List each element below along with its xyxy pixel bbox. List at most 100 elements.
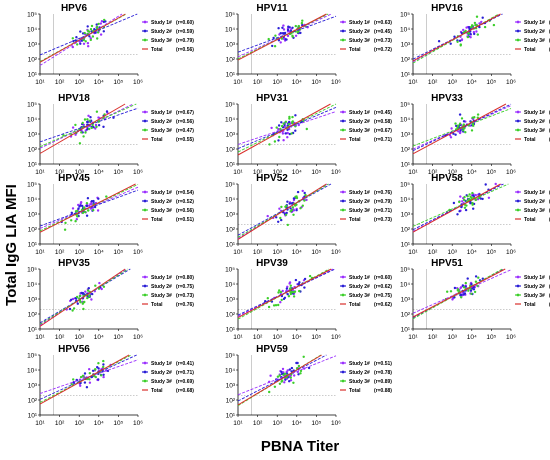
scatter-point bbox=[95, 110, 99, 113]
scatter-point bbox=[462, 198, 466, 202]
scatter-point bbox=[467, 289, 470, 292]
scatter-point bbox=[278, 382, 282, 385]
legend-r-value: (r=0.56) bbox=[176, 47, 194, 53]
scatter-point bbox=[453, 286, 457, 290]
scatter-point bbox=[288, 120, 291, 124]
y-tick-label: 10¹ bbox=[401, 326, 411, 333]
scatter-point bbox=[463, 206, 467, 209]
scatter-point bbox=[290, 208, 294, 212]
scatter-point bbox=[298, 281, 301, 284]
scatter-point bbox=[456, 126, 459, 130]
scatter-point bbox=[289, 207, 292, 210]
legend-marker bbox=[341, 199, 345, 203]
legend-marker bbox=[341, 275, 345, 279]
y-tick-label: 10⁵ bbox=[400, 266, 410, 273]
scatter-point bbox=[79, 301, 82, 304]
scatter-point bbox=[295, 203, 298, 206]
scatter-point bbox=[75, 378, 79, 382]
y-tick-label: 10¹ bbox=[28, 241, 38, 248]
scatter-point bbox=[277, 27, 280, 30]
legend-marker bbox=[341, 370, 345, 374]
scatter-point bbox=[289, 292, 292, 296]
legend-label: Total bbox=[524, 47, 536, 53]
scatter-point bbox=[279, 301, 282, 304]
scatter-point bbox=[280, 37, 284, 40]
y-tick-label: 10⁴ bbox=[27, 281, 37, 288]
scatter-point bbox=[462, 28, 465, 32]
scatter-point bbox=[277, 303, 280, 307]
regression-line bbox=[412, 183, 501, 233]
y-tick-label: 10² bbox=[226, 146, 236, 153]
scatter-point bbox=[99, 33, 103, 36]
scatter-point bbox=[283, 372, 287, 375]
scatter-point bbox=[454, 122, 457, 125]
scatter-point bbox=[74, 133, 77, 136]
panel-hpv51: HPV51 10¹ 10² 10³ 10⁴ 10⁵ 10⁶ 10¹ 10² 10³ 10⁴ 10⁵ St… bbox=[400, 258, 550, 341]
scatter-point bbox=[453, 35, 456, 38]
scatter-point bbox=[446, 290, 449, 293]
scatter-point bbox=[455, 124, 458, 128]
scatter-point bbox=[460, 117, 464, 120]
scatter-point bbox=[469, 289, 473, 292]
scatter-point bbox=[80, 131, 83, 134]
legend-label: Study 3# bbox=[151, 128, 172, 134]
scatter-point bbox=[269, 374, 272, 377]
scatter-point bbox=[453, 296, 456, 299]
scatter-point bbox=[286, 34, 290, 38]
scatter-point bbox=[78, 142, 82, 145]
y-tick-label: 10¹ bbox=[401, 71, 411, 78]
scatter-point bbox=[297, 364, 301, 368]
scatter-point bbox=[84, 210, 87, 214]
y-tick-label: 10² bbox=[28, 56, 38, 63]
scatter-point bbox=[264, 300, 267, 303]
scatter-point bbox=[275, 216, 278, 219]
x-tick-label: 10⁶ bbox=[506, 169, 516, 176]
x-tick-label: 10⁴ bbox=[292, 79, 302, 86]
legend-label: Total bbox=[524, 302, 536, 308]
scatter-point bbox=[474, 280, 478, 283]
legend-marker bbox=[341, 361, 345, 365]
scatter-point bbox=[462, 129, 465, 132]
y-tick-label: 10⁵ bbox=[400, 181, 410, 188]
scatter-point bbox=[87, 209, 90, 212]
legend-label: Study 2# bbox=[349, 199, 370, 205]
legend-r-value: (r=0.54) bbox=[176, 190, 194, 196]
x-tick-label: 10⁵ bbox=[486, 334, 496, 341]
legend-label: Study 3# bbox=[151, 208, 172, 214]
scatter-point bbox=[97, 378, 100, 381]
x-tick-label: 10⁴ bbox=[467, 334, 477, 341]
legend-label: Study 2# bbox=[151, 29, 172, 35]
legend-label: Study 2# bbox=[349, 119, 370, 125]
scatter-point bbox=[266, 214, 269, 218]
legend-r-value: (r=0.73) bbox=[374, 38, 392, 44]
y-tick-label: 10⁵ bbox=[27, 266, 37, 273]
scatter-point bbox=[473, 116, 476, 119]
scatter-point bbox=[89, 116, 92, 119]
panel-title: HPV18 bbox=[58, 93, 90, 104]
scatter-point bbox=[280, 205, 283, 209]
y-tick-label: 10⁴ bbox=[400, 281, 410, 288]
regression-line bbox=[412, 268, 506, 318]
x-tick-label: 10⁵ bbox=[113, 420, 123, 427]
y-tick-label: 10³ bbox=[226, 382, 236, 389]
scatter-point bbox=[284, 132, 287, 135]
legend-r-value: (r=0.47) bbox=[176, 128, 194, 134]
scatter-point bbox=[88, 381, 92, 384]
legend-label: Study 3# bbox=[151, 38, 172, 44]
x-tick-label: 10² bbox=[428, 79, 438, 86]
scatter-point bbox=[279, 290, 283, 294]
panel-hpv6: HPV6 10¹ 10² 10³ 10⁴ 10⁵ 10⁶ 10¹ 10² 10³ 10⁴ 10⁵ Stu… bbox=[27, 3, 194, 86]
scatter-point bbox=[474, 198, 478, 202]
legend-r-value: (r=0.41) bbox=[176, 361, 194, 367]
scatter-point bbox=[102, 363, 105, 366]
scatter-point bbox=[302, 355, 305, 358]
scatter-point bbox=[494, 182, 497, 186]
x-tick-label: 10³ bbox=[272, 420, 282, 427]
scatter-point bbox=[459, 129, 462, 132]
scatter-point bbox=[288, 26, 291, 29]
scatter-point bbox=[286, 200, 289, 203]
scatter-point bbox=[297, 373, 300, 376]
legend-label: Study 3# bbox=[524, 208, 545, 214]
scatter-point bbox=[105, 195, 108, 198]
scatter-point bbox=[267, 305, 271, 309]
